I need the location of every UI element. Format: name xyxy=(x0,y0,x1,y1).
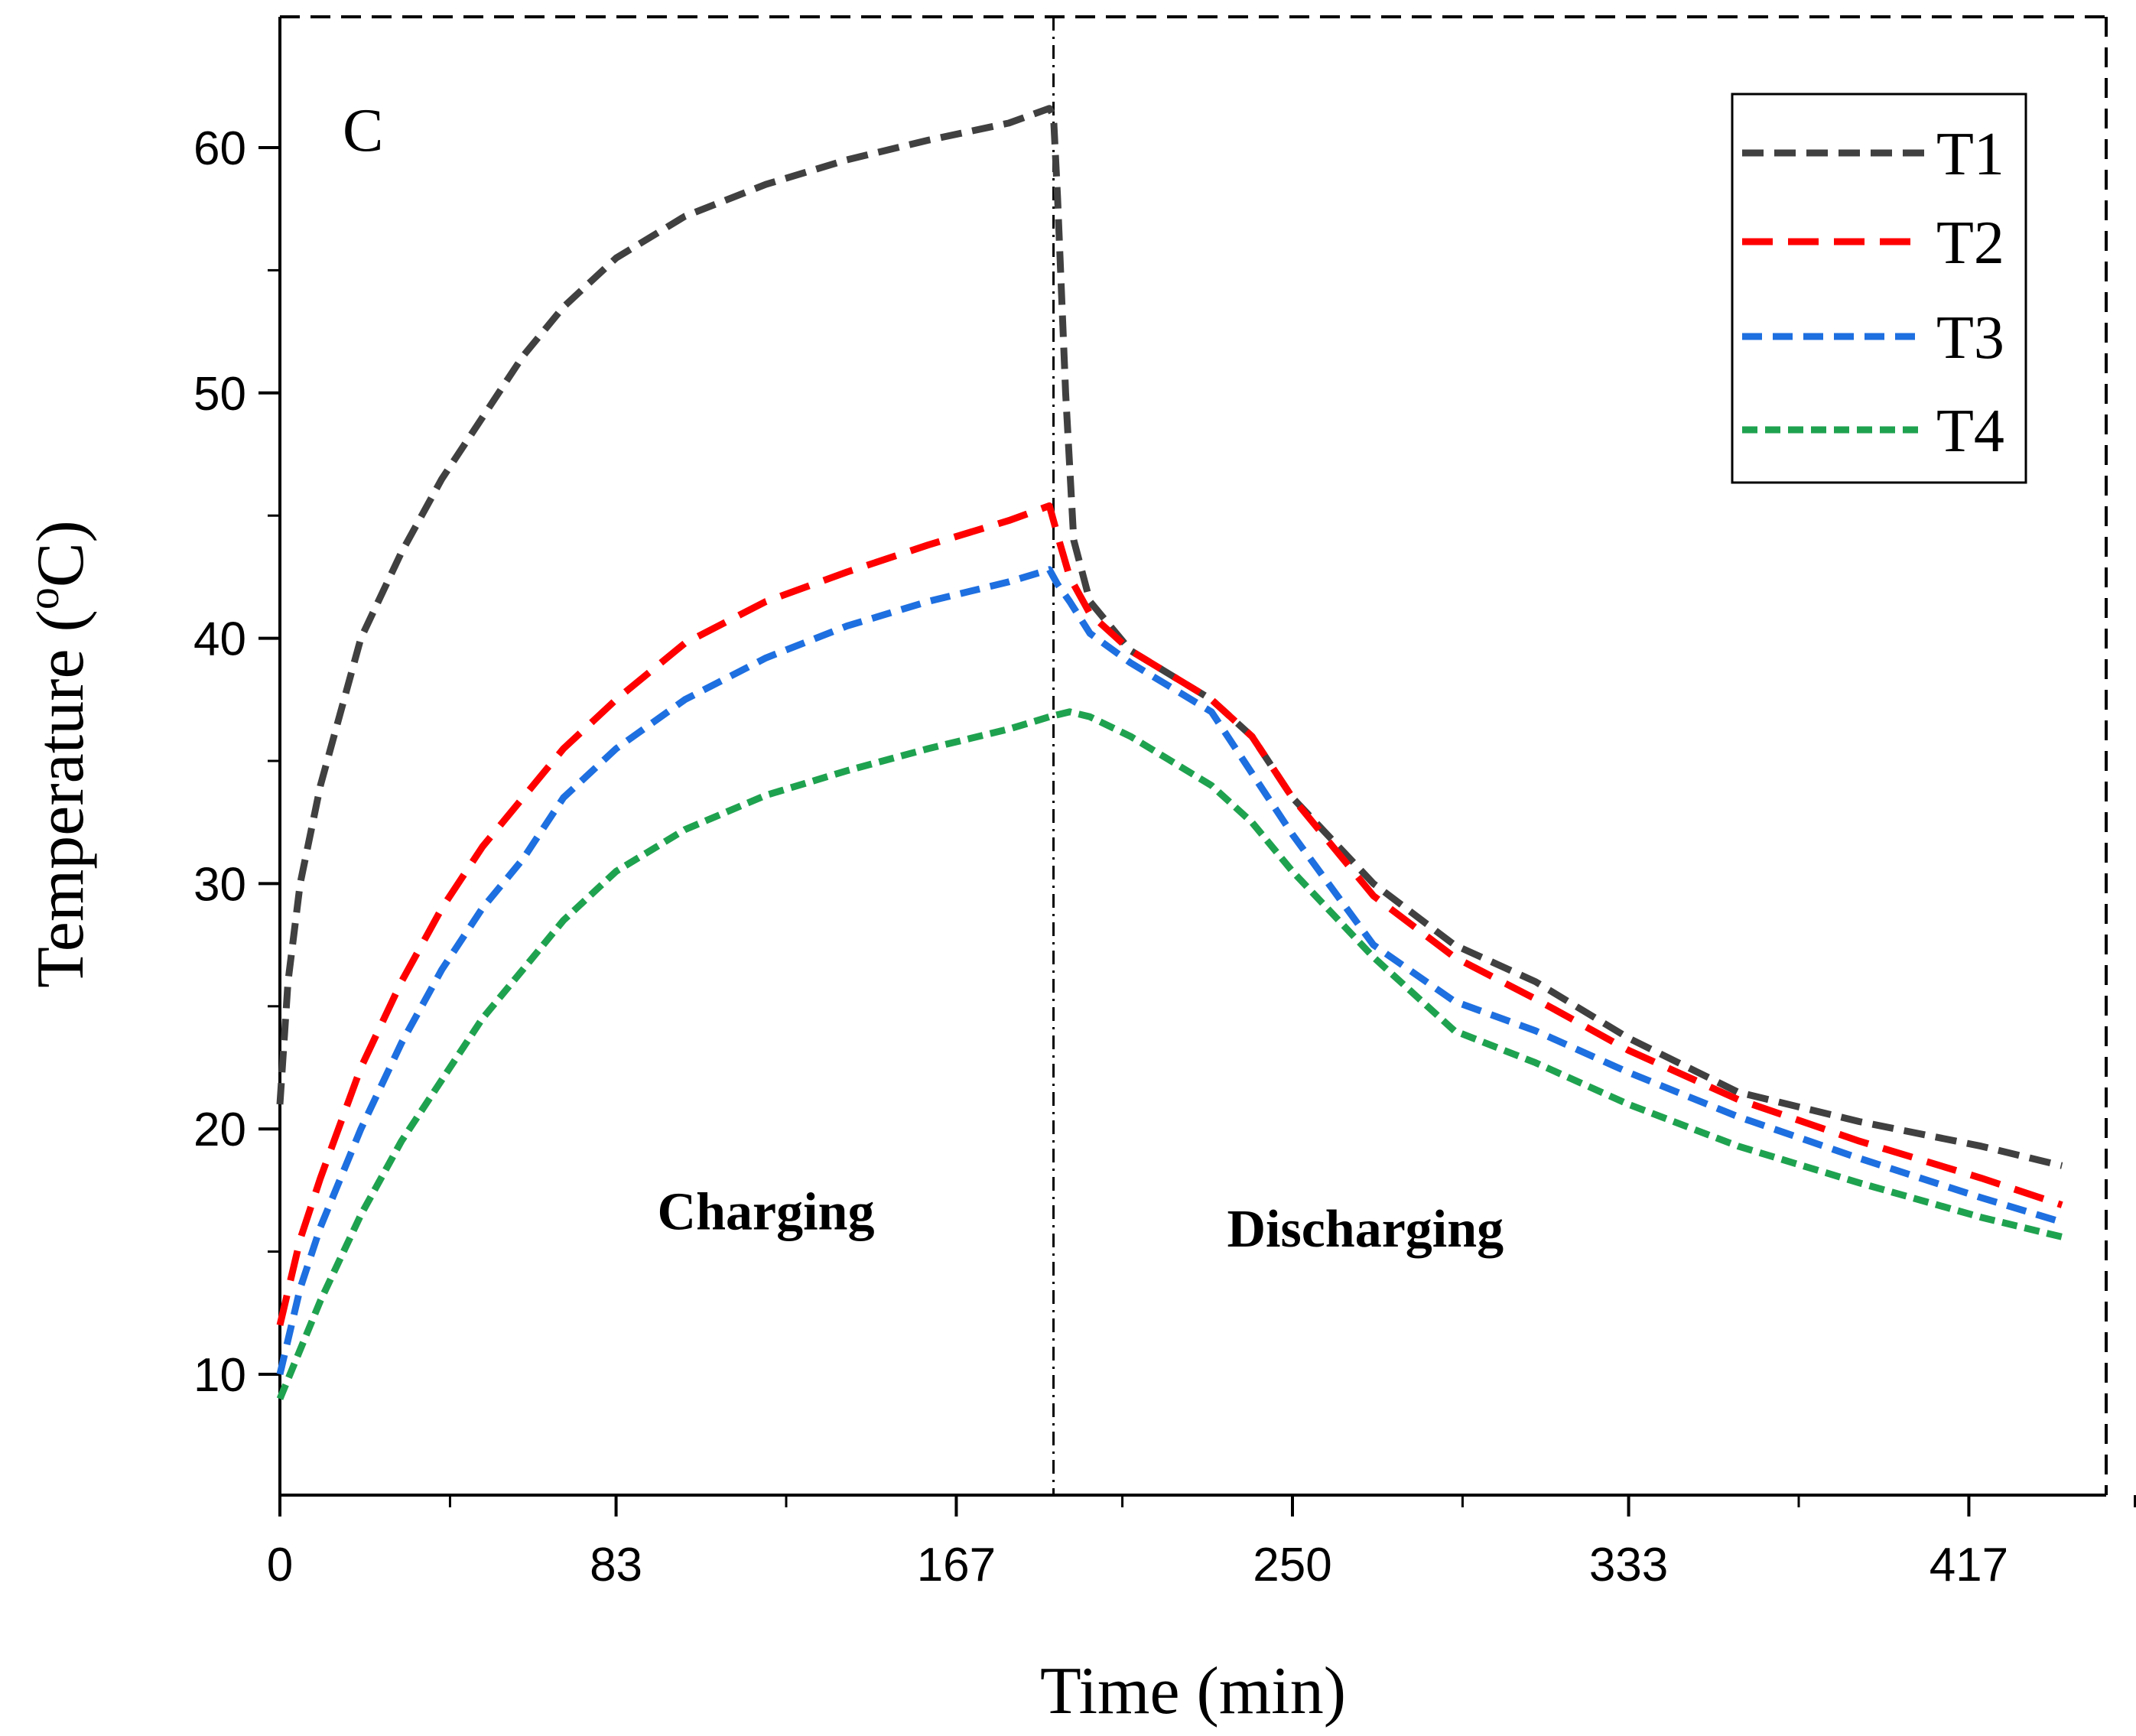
y-axis-title-unit: C) xyxy=(24,520,98,587)
x-tick-label: 417 xyxy=(1930,1539,2008,1591)
axis-ticks xyxy=(258,146,2136,1517)
x-tick-label: 333 xyxy=(1589,1539,1668,1591)
y-tick-label: 40 xyxy=(193,613,246,666)
charging-annotation: Charging xyxy=(658,1183,875,1242)
discharging-annotation: Discharging xyxy=(1227,1200,1504,1259)
y-tick-label: 50 xyxy=(193,368,246,421)
series-line-t2 xyxy=(276,502,2063,1326)
legend-box xyxy=(1731,93,2027,484)
legend-label-t1: T1 xyxy=(1936,121,2004,188)
x-tick-label: 167 xyxy=(917,1539,996,1591)
legend-label-t3: T3 xyxy=(1936,304,2004,372)
series-line-t3 xyxy=(276,566,2063,1376)
x-tick-label: 250 xyxy=(1253,1539,1331,1591)
legend-label-t4: T4 xyxy=(1936,398,2004,465)
x-tick-label: 0 xyxy=(267,1539,293,1591)
series-line-t4 xyxy=(276,708,2063,1400)
legend-label-t2: T2 xyxy=(1936,210,2004,277)
panel-label: C xyxy=(343,97,383,164)
y-tick-label: 60 xyxy=(193,122,246,175)
y-axis-title: Temperature (oC) xyxy=(18,520,99,988)
axis-tick-labels: 0 83 167 250 333 417 10 20 30 40 50 60 xyxy=(193,122,2008,1591)
y-tick-label: 10 xyxy=(193,1349,246,1402)
y-axis-title-main: Temperature ( xyxy=(24,610,98,988)
x-axis-title: Time (min) xyxy=(1040,1654,1346,1728)
series-line-t1 xyxy=(276,105,2063,1169)
y-axis-title-degree: o xyxy=(18,587,68,610)
x-tick-label: 83 xyxy=(590,1539,642,1591)
y-tick-label: 30 xyxy=(193,858,246,911)
series-lines xyxy=(276,105,2063,1400)
y-tick-label: 20 xyxy=(193,1104,246,1156)
legend: T1 T2 T3 T4 xyxy=(1731,93,2027,484)
